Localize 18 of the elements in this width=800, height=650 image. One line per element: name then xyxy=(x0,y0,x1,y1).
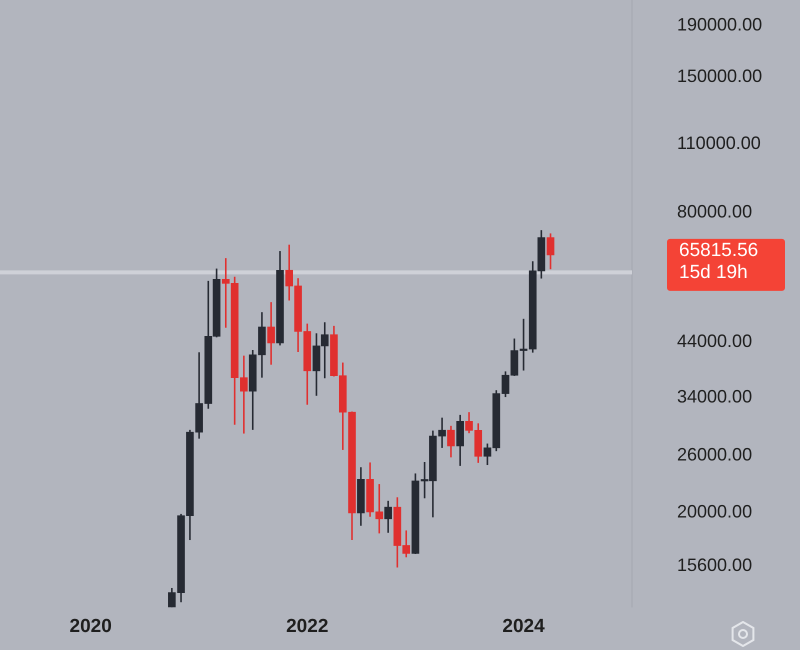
text: 65815.56 xyxy=(679,240,758,262)
y-tick-label: 150000.00 xyxy=(677,66,762,86)
text: 15d 19h xyxy=(679,262,748,284)
candlestick xyxy=(546,232,554,270)
x-tick-label: 2022 xyxy=(286,616,328,637)
y-tick-label: 34000.00 xyxy=(677,386,752,407)
y-tick-label: 190000.00 xyxy=(677,14,762,35)
y-tick-label: 20000.00 xyxy=(677,501,752,522)
candlestick xyxy=(447,425,455,458)
x-tick-label: 2024 xyxy=(502,616,546,637)
candlestick xyxy=(384,500,392,534)
y-tick-label: 26000.00 xyxy=(677,444,752,465)
x-tick-label: 2020 xyxy=(70,616,112,637)
y-tick-label: 80000.00 xyxy=(677,202,752,222)
y-tick-label: 44000.00 xyxy=(677,330,752,351)
y-tick-label: 15600.00 xyxy=(677,555,752,576)
candlestick xyxy=(267,301,275,366)
y-tick-label: 110000.00 xyxy=(677,132,761,153)
